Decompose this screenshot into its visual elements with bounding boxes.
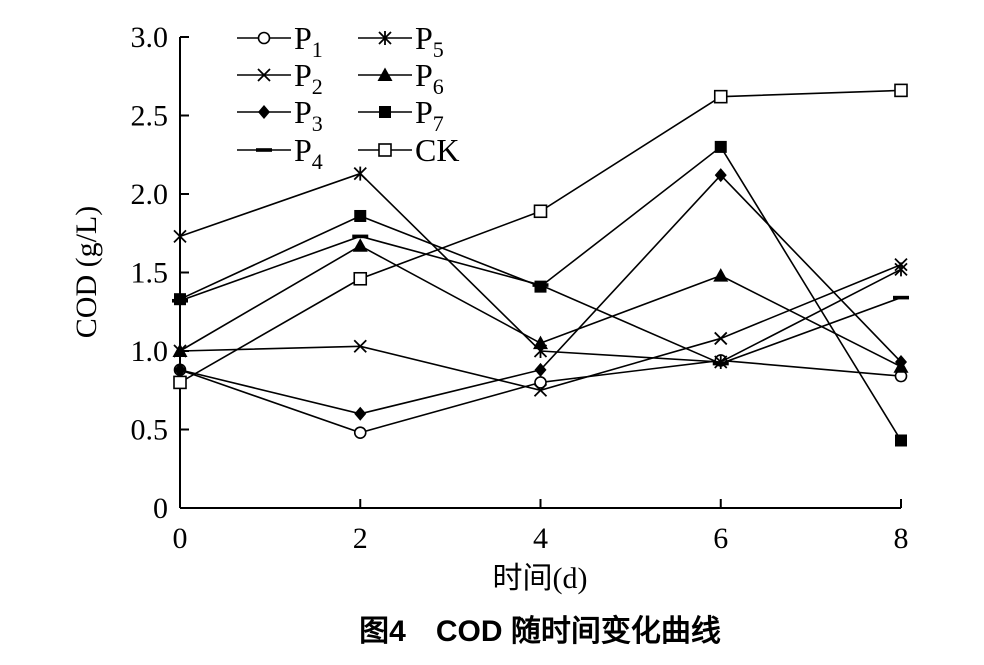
data-point-p5: [353, 166, 367, 181]
data-point-p6: [533, 335, 548, 350]
legend-label: P3: [294, 94, 323, 136]
data-point-p6: [713, 268, 729, 282]
data-point-p2: [714, 331, 728, 346]
x-axis-title: 时间(d): [493, 562, 588, 595]
data-point-p3: [354, 406, 367, 421]
legend-label: CK: [415, 132, 459, 168]
data-point-p5: [894, 262, 908, 277]
x-tick-label: 0: [173, 522, 188, 555]
legend-label-subscript: 7: [433, 111, 444, 136]
legend-label-subscript: 5: [433, 37, 444, 62]
legend-marker: [378, 31, 392, 45]
data-point-ck: [173, 375, 187, 390]
y-tick-label: 2.5: [131, 100, 169, 133]
data-point-p1: [353, 426, 367, 439]
data-point-p6: [352, 238, 368, 252]
data-point-p3: [534, 362, 547, 377]
data-point-p2: [533, 383, 548, 397]
legend-marker: [379, 106, 391, 118]
legend-label-subscript: 1: [312, 37, 323, 62]
legend-label-subscript: 2: [312, 74, 323, 99]
legend-marker: [256, 148, 272, 152]
x-tick-label: 2: [353, 522, 368, 555]
data-point-ck: [353, 271, 368, 286]
data-point-p5: [714, 354, 728, 369]
legend-item-p3: P3: [237, 94, 323, 136]
data-point-p4: [352, 234, 369, 239]
data-point-p7: [534, 280, 547, 293]
series-ck: [173, 83, 908, 390]
data-point-p7: [895, 434, 907, 447]
data-point-p6: [893, 359, 909, 373]
legend-label: P6: [415, 57, 444, 99]
legend-label: P7: [415, 94, 444, 136]
legend-marker: [257, 68, 271, 82]
axes: 0 0.5 1.0 1.5 2.0 2.5 3.0 0 2 4 6 8: [131, 21, 909, 555]
data-point-p5: [173, 229, 187, 244]
y-tick-label: 1.5: [131, 257, 169, 290]
legend-marker: [257, 31, 271, 45]
legend-item-p4: P4: [237, 132, 323, 174]
legend-label: P2: [294, 57, 323, 99]
data-point-p4: [893, 295, 909, 300]
data-point-p2: [353, 339, 367, 353]
y-tick-label: 0: [153, 492, 168, 525]
legend-label: P4: [294, 132, 323, 174]
data-point-p3: [714, 168, 727, 183]
legend-marker: [377, 67, 393, 81]
figure-caption: 图4 COD 随时间变化曲线: [359, 614, 721, 648]
series-layer: [172, 83, 909, 447]
y-tick-label: 0.5: [131, 414, 169, 447]
data-point-ck: [533, 204, 548, 219]
data-point-p7: [174, 293, 186, 306]
y-tick-label: 1.0: [131, 335, 169, 368]
legend-label: P5: [415, 20, 444, 62]
series-p6: [172, 238, 909, 373]
legend-label-subscript: 4: [312, 149, 323, 174]
x-tick-label: 4: [533, 522, 548, 555]
y-tick-label: 3.0: [131, 21, 169, 54]
series-line-p5: [179, 172, 902, 363]
x-tick-label: 6: [713, 522, 728, 555]
data-point-ck: [894, 83, 908, 98]
legend-item-p6: P6: [358, 57, 444, 99]
data-point-p6: [172, 343, 188, 357]
data-point-p3: [174, 362, 186, 377]
y-axis-title: COD (g/L): [70, 206, 103, 338]
series-p7: [174, 140, 907, 447]
legend-label: P1: [294, 20, 323, 62]
legend-marker: [258, 105, 270, 119]
data-point-p7: [714, 140, 727, 153]
data-point-ck: [713, 89, 728, 104]
legend-label-subscript: 3: [312, 111, 323, 136]
data-point-p1: [534, 376, 547, 389]
series-p3: [174, 168, 907, 421]
legend-item-ck: CK: [358, 132, 459, 168]
y-tick-label: 2.0: [131, 178, 169, 211]
legend-item-p2: P2: [237, 57, 323, 99]
x-tick-label: 8: [894, 522, 909, 555]
legend-item-p7: P7: [358, 94, 444, 136]
legend-item-p5: P5: [358, 20, 444, 62]
legend-item-p1: P1: [237, 20, 323, 62]
legend-marker: [378, 143, 392, 157]
data-point-p7: [354, 209, 367, 222]
legend-label-subscript: 6: [433, 74, 444, 99]
